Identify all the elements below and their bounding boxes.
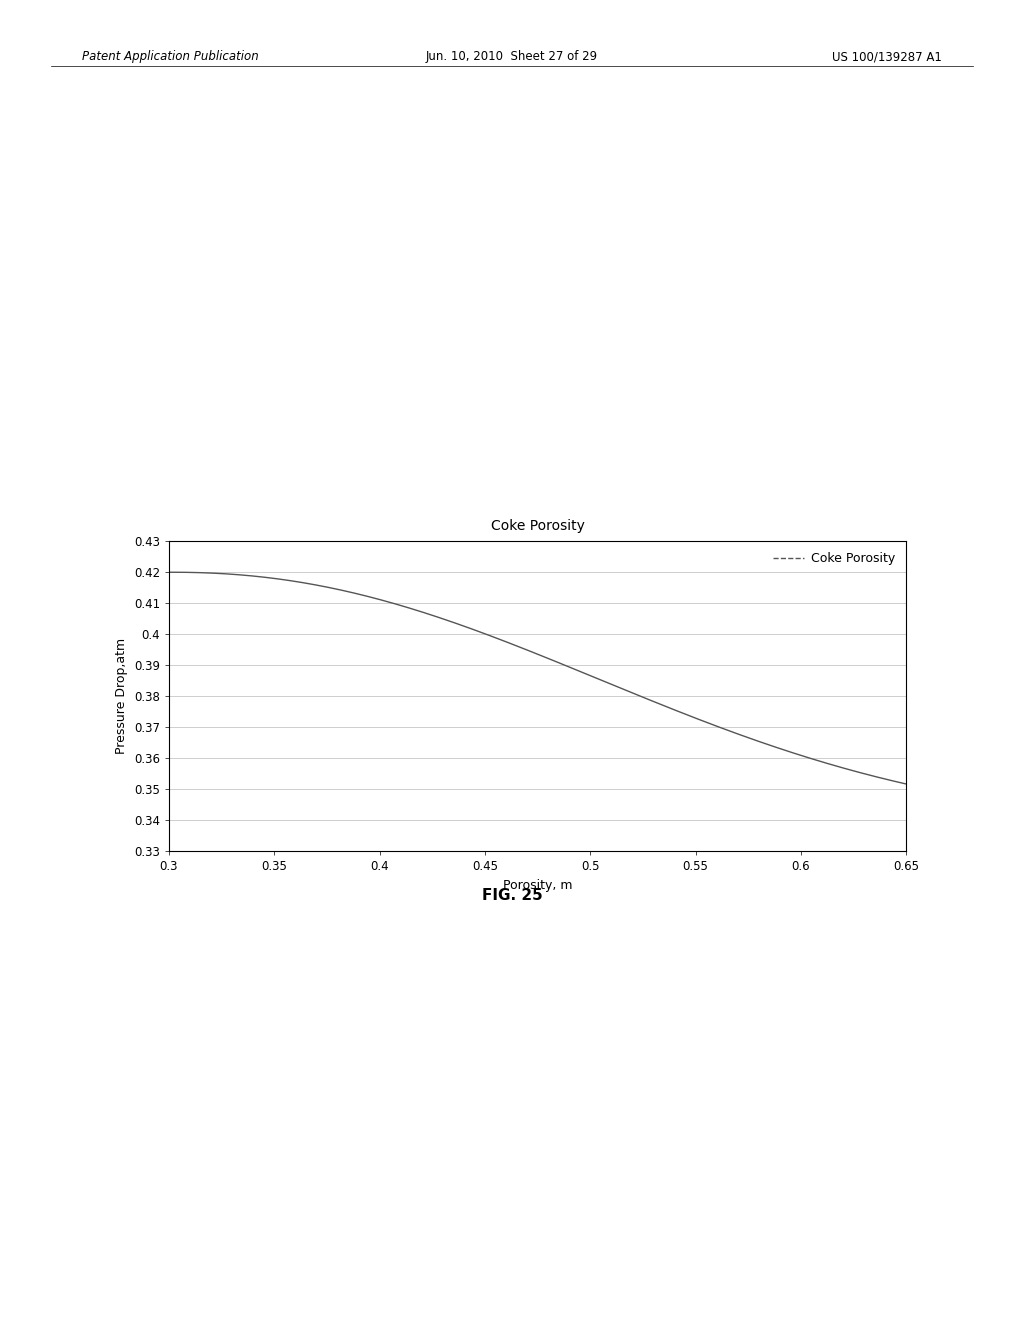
Line: Coke Porosity: Coke Porosity (169, 572, 906, 784)
Coke Porosity (163, 564, 175, 579)
Legend: Coke Porosity: Coke Porosity (768, 548, 900, 570)
Coke Porosity (487, 630, 500, 645)
Coke Porosity (900, 776, 912, 792)
Coke Porosity (669, 702, 681, 718)
Text: Patent Application Publication: Patent Application Publication (82, 50, 259, 63)
Coke Porosity (461, 619, 473, 635)
Coke Porosity (737, 729, 750, 744)
X-axis label: Porosity, m: Porosity, m (503, 879, 572, 892)
Coke Porosity (751, 733, 763, 748)
Title: Coke Porosity: Coke Porosity (490, 519, 585, 533)
Text: Jun. 10, 2010  Sheet 27 of 29: Jun. 10, 2010 Sheet 27 of 29 (426, 50, 598, 63)
Text: US 100/139287 A1: US 100/139287 A1 (833, 50, 942, 63)
Y-axis label: Pressure Drop,atm: Pressure Drop,atm (116, 639, 128, 754)
Text: FIG. 25: FIG. 25 (481, 888, 543, 903)
Coke Porosity (239, 568, 251, 583)
